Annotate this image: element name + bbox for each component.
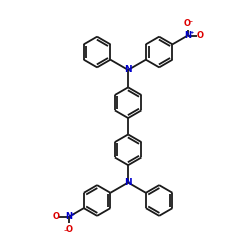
Text: N: N bbox=[124, 178, 132, 187]
Text: O: O bbox=[197, 31, 204, 40]
Text: N: N bbox=[184, 31, 191, 40]
Text: O: O bbox=[65, 225, 72, 234]
Text: N: N bbox=[65, 212, 72, 221]
Text: N: N bbox=[124, 66, 132, 74]
Text: O: O bbox=[52, 212, 59, 221]
Text: −: − bbox=[63, 228, 68, 233]
Text: +: + bbox=[189, 30, 193, 36]
Text: O: O bbox=[184, 19, 191, 28]
Text: +: + bbox=[70, 212, 74, 217]
Text: −: − bbox=[189, 20, 193, 24]
